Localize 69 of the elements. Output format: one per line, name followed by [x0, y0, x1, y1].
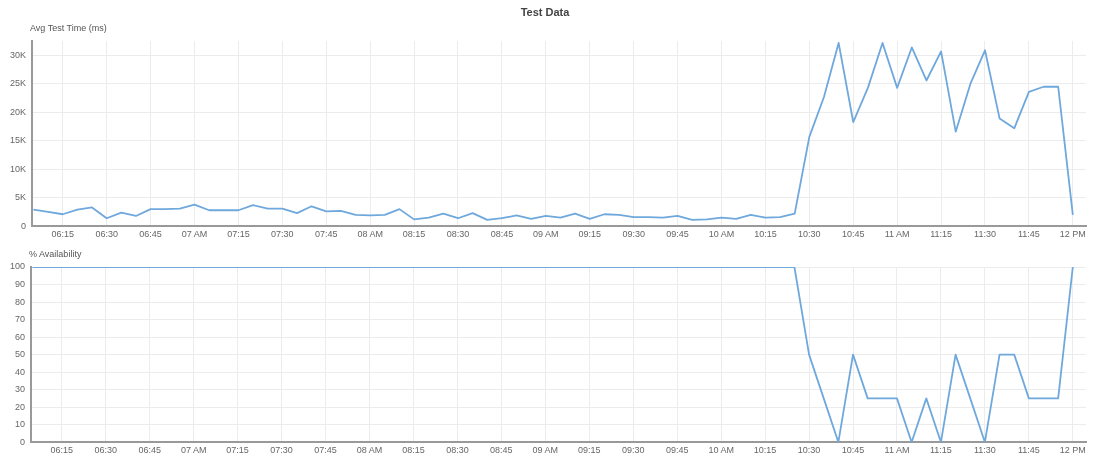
x-tick-label: 07:30: [270, 445, 293, 456]
x-tick-label: 07:45: [314, 445, 337, 456]
x-tick-label: 07:15: [227, 229, 250, 240]
y-tick-label: 30: [15, 384, 26, 395]
y-tick-label: 30K: [10, 49, 27, 60]
y-tick-label: 70: [15, 314, 26, 325]
y-tick-label: 15K: [10, 135, 27, 146]
x-tick-label: 06:15: [50, 445, 74, 456]
x-tick-label: 11:30: [973, 445, 996, 456]
y-tick-label: 20K: [10, 106, 27, 117]
y-tick-label: 10: [15, 419, 26, 430]
x-tick-label: 09:30: [622, 229, 645, 240]
x-tick-label: 08:45: [490, 229, 514, 240]
x-tick-label: 08:45: [490, 445, 513, 456]
x-tick-label: 06:45: [139, 229, 162, 240]
x-tick-label: 12 PM: [1059, 229, 1086, 240]
x-tick-label: 10:15: [753, 445, 777, 456]
x-tick-label: 08:15: [402, 445, 425, 456]
x-tick-label: 11:15: [930, 445, 952, 456]
x-tick-label: 10:30: [798, 229, 821, 240]
x-tick-label: 09 AM: [532, 445, 559, 456]
y-tick-label: 60: [15, 331, 26, 342]
y-tick-label: 40: [15, 366, 26, 377]
x-tick-label: 07:15: [226, 445, 249, 456]
x-tick-label: 10:15: [754, 229, 777, 240]
x-tick-label: 08:15: [402, 229, 426, 240]
x-tick-label: 10:30: [797, 445, 821, 456]
x-tick-label: 09:30: [621, 445, 645, 456]
x-tick-label: 08 AM: [356, 445, 383, 456]
y-axis-title: % Availability: [29, 248, 82, 259]
x-tick-label: 07 AM: [181, 229, 208, 240]
x-tick-label: 09:15: [578, 445, 601, 456]
y-tick-label: 80: [15, 296, 26, 307]
x-tick-label: 09:45: [666, 229, 689, 240]
x-tick-label: 11:45: [1017, 445, 1040, 456]
x-tick-label: 08 AM: [357, 229, 383, 240]
x-tick-label: 08:30: [446, 229, 470, 240]
x-tick-label: 12 PM: [1059, 445, 1086, 456]
x-tick-label: 06:30: [94, 445, 118, 456]
x-tick-label: 09:45: [665, 445, 689, 456]
y-tick-label: 10K: [10, 163, 27, 174]
x-tick-label: 06:45: [138, 445, 161, 456]
x-tick-label: 06:15: [51, 229, 75, 240]
y-tick-label: 25K: [10, 78, 27, 89]
chart-title: Test Data: [520, 5, 571, 18]
x-tick-label: 11 AM: [884, 229, 910, 240]
y-tick-label: 100: [9, 261, 26, 272]
x-tick-label: 11 AM: [884, 445, 910, 456]
y-tick-label: 0: [21, 220, 27, 231]
x-tick-label: 07:45: [314, 229, 338, 240]
x-tick-label: 10:45: [841, 445, 865, 456]
y-tick-label: 0: [20, 436, 26, 447]
y-tick-label: 20: [15, 401, 26, 412]
x-tick-label: 07 AM: [180, 445, 207, 456]
y-tick-label: 5K: [15, 192, 27, 203]
x-tick-label: 11:30: [974, 229, 996, 240]
x-tick-label: 10 AM: [708, 445, 734, 456]
x-tick-label: 09 AM: [533, 229, 559, 240]
x-tick-label: 11:15: [930, 229, 953, 240]
y-axis-title: Avg Test Time (ms): [30, 23, 107, 34]
x-tick-label: 07:30: [271, 229, 294, 240]
y-tick-label: 90: [15, 279, 26, 289]
x-tick-label: 11:45: [1017, 229, 1040, 240]
x-tick-label: 10:45: [841, 229, 865, 240]
x-tick-label: 08:30: [446, 445, 469, 456]
x-tick-label: 10 AM: [708, 229, 735, 240]
y-tick-label: 50: [15, 349, 26, 360]
x-tick-label: 06:30: [95, 229, 118, 240]
x-tick-label: 09:15: [578, 229, 602, 240]
